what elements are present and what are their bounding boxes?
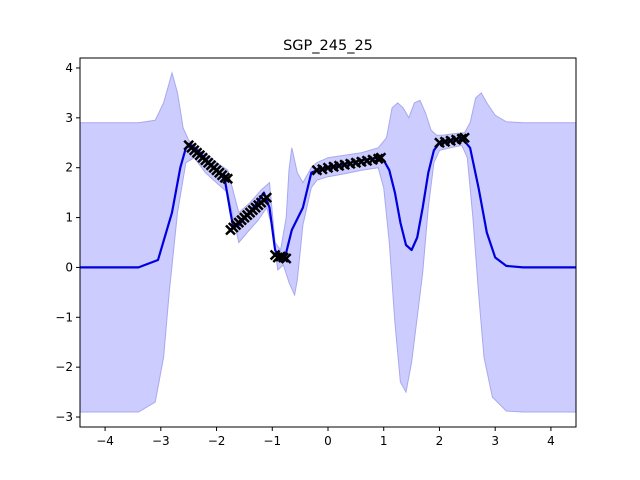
- x-tick-label: −4: [96, 434, 114, 448]
- y-tick-label: 3: [65, 111, 73, 125]
- data-point-marker: [278, 252, 289, 263]
- confidence-band: [80, 71, 576, 413]
- y-tick-label: 0: [65, 260, 73, 274]
- data-point-marker: [219, 172, 231, 184]
- data-point-marker: [222, 173, 234, 185]
- x-tick-label: −1: [263, 434, 281, 448]
- x-tick-label: 4: [547, 434, 555, 448]
- x-axis: −4 −3 −2 −1 0 1 2 3 4: [96, 427, 555, 448]
- x-tick-label: 0: [324, 434, 332, 448]
- y-tick-label: −1: [55, 310, 73, 324]
- x-tick-label: 1: [380, 434, 388, 448]
- x-tick-label: 3: [491, 434, 499, 448]
- data-point-layer: [183, 132, 470, 264]
- y-tick-label: 4: [65, 61, 73, 75]
- x-tick-label: 2: [436, 434, 444, 448]
- x-tick-label: −2: [208, 434, 226, 448]
- data-point-marker: [261, 192, 273, 203]
- data-point-marker: [375, 152, 387, 164]
- y-tick-label: 2: [65, 161, 73, 175]
- y-tick-label: −3: [55, 410, 73, 424]
- data-point-marker: [280, 253, 292, 264]
- chart-title: SGP_245_25: [283, 38, 373, 54]
- confidence-band-layer: [80, 71, 576, 413]
- y-axis: −3 −2 −1 0 1 2 3 4: [55, 61, 80, 424]
- y-tick-label: 1: [65, 211, 73, 225]
- data-point-marker: [459, 132, 470, 144]
- y-tick-label: −2: [55, 360, 73, 374]
- x-tick-label: −3: [152, 434, 170, 448]
